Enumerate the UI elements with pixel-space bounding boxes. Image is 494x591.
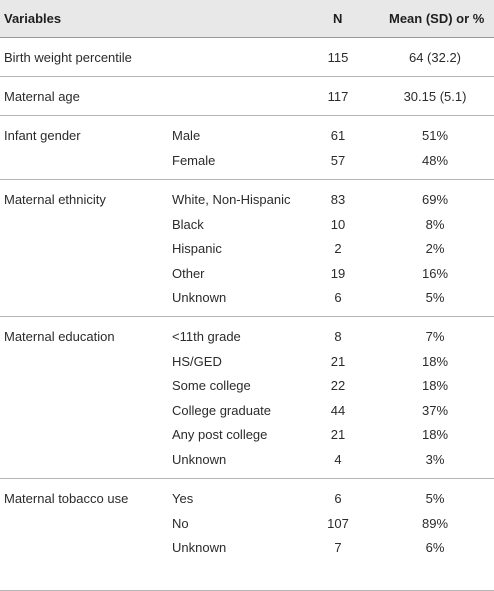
category-label: Unknown: [172, 451, 227, 467]
mean-value: 3%: [425, 451, 445, 467]
mean-value: 5%: [425, 290, 445, 305]
mean-value: 7%: [425, 329, 445, 344]
category-label: Any post college: [172, 427, 268, 442]
variable-label: Maternal tobacco use: [4, 491, 129, 506]
n-value: 115: [327, 50, 349, 65]
mean-value: 51%: [421, 128, 449, 143]
table-group: Maternal ethnicity White, Non-Hispanic 83 6…: [0, 180, 494, 317]
category-label: Some college: [172, 378, 251, 393]
category-label: Unknown: [172, 540, 227, 555]
category-label: Female: [172, 152, 216, 168]
table-row: No 107 89%: [0, 511, 494, 535]
header-mean: Mean (SD) or %: [389, 11, 485, 26]
n-value: 4: [334, 451, 342, 467]
table-row: Other 19 16%: [0, 261, 494, 285]
header-variables: Variables: [4, 11, 62, 26]
mean-value: 2%: [425, 241, 445, 256]
n-value: 6: [334, 290, 342, 305]
table-group: Maternal age 117 30.15 (5.1): [0, 77, 494, 116]
mean-value: 16%: [421, 265, 449, 281]
mean-value: 89%: [421, 515, 449, 531]
table-row: Some college 22 18%: [0, 373, 494, 397]
table-header: Variables N Mean (SD) or %: [0, 0, 494, 38]
table-row: Any post college 21 18%: [0, 422, 494, 446]
category-label: White, Non-Hispanic: [172, 192, 291, 207]
category-label: Yes: [172, 491, 194, 506]
table-row: Hispanic 2 2%: [0, 236, 494, 260]
variable-label: Infant gender: [4, 128, 81, 143]
mean-value: 30.15 (5.1): [403, 89, 467, 104]
n-value: 21: [330, 353, 346, 369]
mean-value: 18%: [421, 427, 449, 442]
mean-value: 6%: [425, 540, 445, 555]
category-label: Other: [172, 265, 205, 281]
table-group: Maternal education <11th grade 8 7% HS/GED 21…: [0, 317, 494, 479]
mean-value: 18%: [421, 378, 449, 393]
category-label: No: [172, 515, 189, 531]
table-group: Maternal tobacco use Yes 6 5% No 107 89% Unknow…: [0, 479, 494, 591]
header-n: N: [333, 11, 343, 26]
n-value: 10: [330, 216, 346, 232]
table-body: Birth weight percentile 115 64 (32.2) Mater…: [0, 38, 494, 591]
table-row: Unknown 6 5%: [0, 285, 494, 309]
n-value: 8: [334, 329, 342, 344]
n-value: 44: [330, 402, 346, 418]
table-row: Maternal age 117 30.15 (5.1): [0, 84, 494, 108]
mean-value: 37%: [421, 402, 449, 418]
category-label: HS/GED: [172, 353, 222, 369]
table-group: Infant gender Male 61 51% Female 57 48%: [0, 116, 494, 180]
table-row: HS/GED 21 18%: [0, 349, 494, 373]
table-row: Unknown 4 3%: [0, 447, 494, 471]
n-value: 83: [330, 192, 346, 207]
n-value: 2: [334, 241, 342, 256]
category-label: Male: [172, 128, 201, 143]
category-label: Hispanic: [172, 241, 222, 256]
n-value: 57: [330, 152, 346, 168]
category-label: <11th grade: [172, 329, 241, 344]
n-value: 6: [334, 491, 342, 506]
category-label: Unknown: [172, 290, 227, 305]
n-value: 107: [327, 515, 349, 531]
mean-value: 5%: [425, 491, 445, 506]
n-value: 117: [327, 89, 349, 104]
variable-label: Birth weight percentile: [4, 50, 132, 65]
variable-label: Maternal education: [4, 329, 115, 344]
n-value: 7: [334, 540, 342, 555]
table-group: Birth weight percentile 115 64 (32.2): [0, 38, 494, 77]
table-row: Female 57 48%: [0, 148, 494, 172]
n-value: 22: [330, 378, 346, 393]
n-value: 21: [330, 427, 346, 442]
table-row: College graduate 44 37%: [0, 398, 494, 422]
table-row: Maternal education <11th grade 8 7%: [0, 324, 494, 348]
mean-value: 48%: [421, 152, 449, 168]
mean-value: 8%: [425, 216, 445, 232]
variable-label: Maternal age: [4, 89, 80, 104]
n-value: 61: [330, 128, 346, 143]
n-value: 19: [330, 265, 346, 281]
variable-label: Maternal ethnicity: [4, 192, 106, 207]
table-row: Maternal tobacco use Yes 6 5%: [0, 486, 494, 510]
mean-value: 18%: [421, 353, 449, 369]
category-label: College graduate: [172, 402, 272, 418]
table-row: Infant gender Male 61 51%: [0, 123, 494, 147]
table-row: Unknown 7 6%: [0, 535, 494, 559]
category-label: Black: [172, 216, 204, 232]
table-row: Black 10 8%: [0, 212, 494, 236]
table-row: Birth weight percentile 115 64 (32.2): [0, 45, 494, 69]
mean-value: 64 (32.2): [408, 50, 462, 65]
mean-value: 69%: [421, 192, 449, 207]
table-row: Maternal ethnicity White, Non-Hispanic 83 6…: [0, 187, 494, 211]
